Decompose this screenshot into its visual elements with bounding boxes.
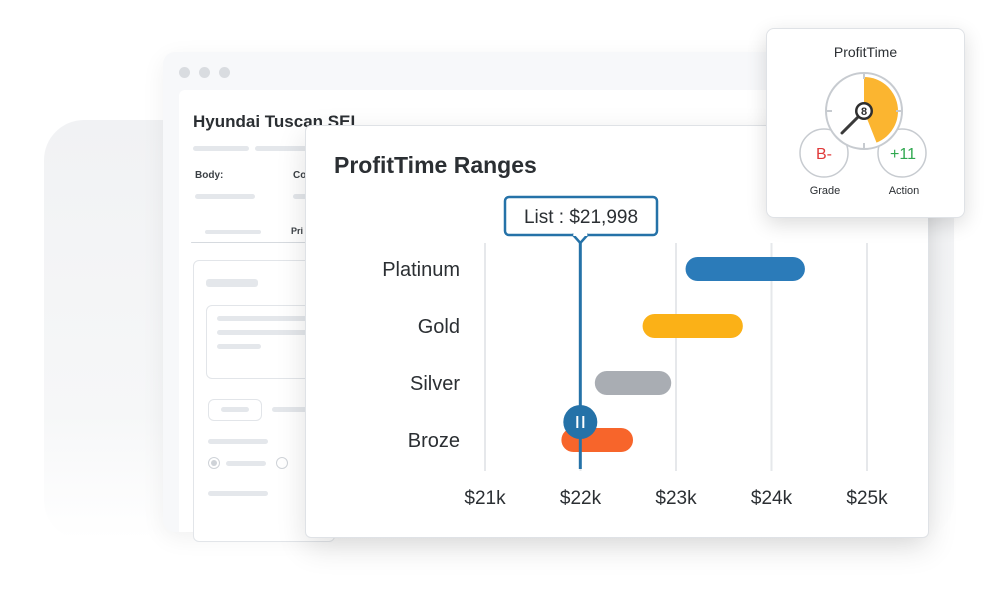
grade-label: Grade: [809, 185, 841, 197]
placeholder-line: [221, 407, 249, 412]
range-bar-silver[interactable]: [594, 371, 672, 395]
profittime-title: ProfitTime: [833, 44, 898, 60]
placeholder-line: [226, 461, 266, 466]
range-bar-platinum[interactable]: [685, 257, 805, 281]
range-chart: $21k $22k $23k $24k $25k Platinum Gold Silver Br…: [382, 195, 888, 509]
placeholder-line: [206, 279, 258, 287]
score-badge-inner: [857, 104, 871, 118]
profittime-widget: ProfitTime 8 B- +11 Grade Action: [766, 28, 965, 218]
placeholder-line: [272, 407, 312, 412]
action-value: +11: [890, 146, 916, 163]
placeholder-line: [193, 146, 249, 151]
x-tick-label: $24k: [751, 488, 793, 509]
divider: [191, 242, 311, 243]
category-label: Broze: [408, 430, 460, 452]
placeholder-line: [293, 194, 309, 199]
placeholder-line: [195, 194, 255, 199]
grade-circle: [799, 128, 849, 178]
list-price-text: List : $21,998: [524, 207, 638, 228]
profittime-gauge: 8 B- +11: [799, 72, 927, 178]
gauge-fill: [864, 77, 898, 143]
x-tick-label: $25k: [846, 488, 888, 509]
placeholder-line: [217, 344, 261, 349]
tab-placeholder[interactable]: [205, 230, 261, 234]
x-tick-label: $22k: [560, 488, 602, 509]
window-dot-icon: [199, 67, 210, 78]
tab-pri-label[interactable]: Pri: [291, 226, 304, 236]
x-tick-label: $21k: [464, 488, 506, 509]
tooltip-pointer-mask: [573, 232, 588, 236]
placeholder-line: [208, 439, 268, 444]
grade-value: B-: [816, 146, 832, 163]
placeholder-line: [208, 491, 268, 496]
radio-unselected[interactable]: [276, 457, 288, 469]
placeholder-line: [255, 146, 311, 151]
action-circle: [877, 128, 927, 178]
co-label: Co: [293, 170, 307, 181]
body-label: Body:: [195, 170, 224, 181]
category-label: Gold: [418, 316, 460, 338]
x-tick-label: $23k: [655, 488, 697, 509]
window-dot-icon: [219, 67, 230, 78]
score-value: 8: [861, 106, 867, 118]
placeholder-line: [217, 316, 317, 321]
category-label: Platinum: [382, 259, 460, 281]
range-bar-gold[interactable]: [642, 314, 743, 338]
window-dot-icon: [179, 67, 190, 78]
category-label: Silver: [410, 373, 460, 395]
slider-handle[interactable]: [563, 405, 598, 439]
input-placeholder[interactable]: [208, 399, 262, 421]
chart-title: ProfitTime Ranges: [334, 152, 537, 178]
placeholder-line: [217, 330, 317, 335]
tooltip-pointer: [571, 233, 590, 245]
action-label: Action: [888, 185, 920, 197]
radio-selected[interactable]: [208, 457, 220, 469]
